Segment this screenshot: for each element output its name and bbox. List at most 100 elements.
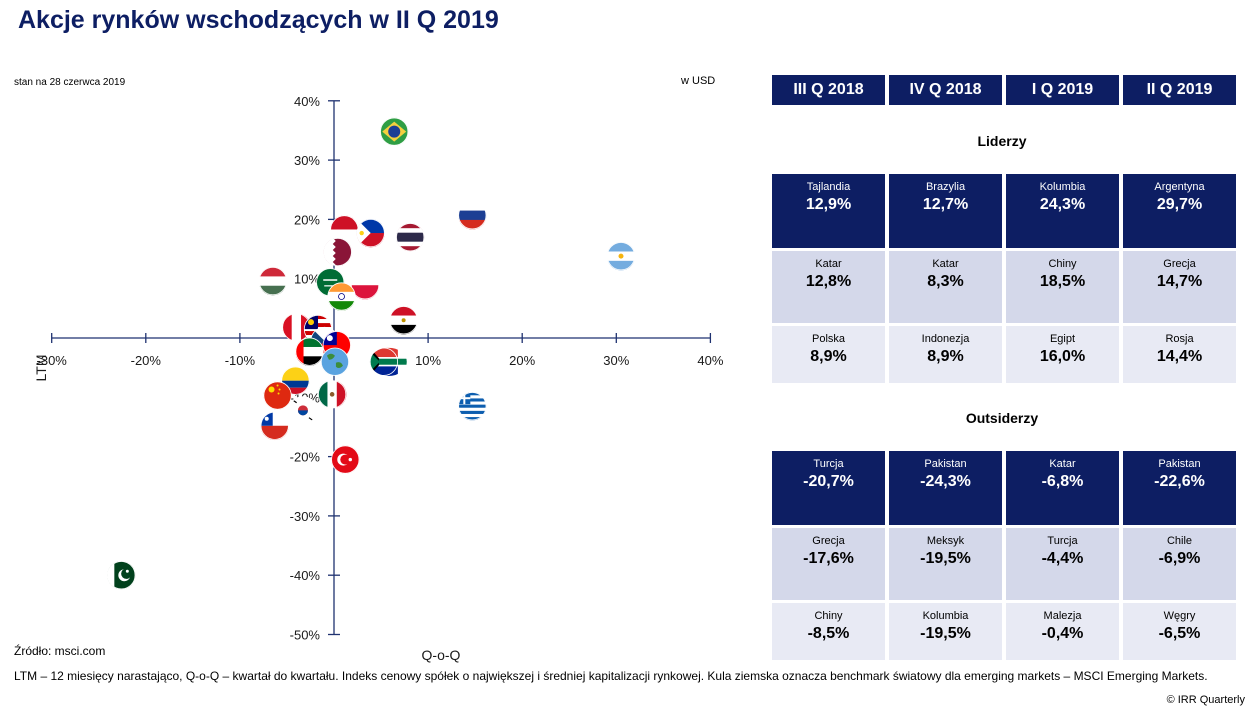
table-cell: Brazylia 12,7% xyxy=(889,174,1002,248)
country-name: Chiny xyxy=(1048,258,1077,270)
return-value: -6,8% xyxy=(1041,473,1084,490)
country-name: Brazylia xyxy=(925,181,966,193)
y-tick-label: -30% xyxy=(290,509,321,524)
table-cell: Pakistan -24,3% xyxy=(889,451,1002,525)
return-value: -24,3% xyxy=(920,473,971,490)
flag-korea-icon xyxy=(288,396,318,425)
return-value: -20,7% xyxy=(803,473,854,490)
flag-egypt-icon xyxy=(389,306,418,335)
flag-poland-icon xyxy=(350,271,380,300)
return-value: 29,7% xyxy=(1156,196,1203,213)
table-cell: Indonezja 8,9% xyxy=(889,326,1002,383)
quarter-header: I Q 2019 xyxy=(1006,75,1119,105)
table-cell: Egipt 16,0% xyxy=(1006,326,1119,383)
table-cell: Katar 8,3% xyxy=(889,251,1002,323)
x-axis-label: Q-o-Q xyxy=(422,647,461,663)
quarter-header: III Q 2018 xyxy=(772,75,885,105)
return-value: 12,7% xyxy=(922,196,969,213)
country-name: Grecja xyxy=(812,535,845,547)
y-tick-label: 20% xyxy=(294,212,320,227)
table-cell: Meksyk -19,5% xyxy=(889,528,1002,600)
date-note: stan na 28 czerwca 2019 xyxy=(14,77,126,88)
table-cell: Węgry -6,5% xyxy=(1123,603,1236,660)
return-value: 14,7% xyxy=(1156,273,1203,290)
country-name: Katar xyxy=(815,258,842,270)
flag-philippines-icon xyxy=(356,218,385,248)
y-axis-label: LTM xyxy=(33,355,49,382)
country-name: Rosja xyxy=(1165,333,1194,345)
table-cell: Chile -6,9% xyxy=(1123,528,1236,600)
country-name: Turcja xyxy=(1047,535,1078,547)
table-cell: Kolumbia 24,3% xyxy=(1006,174,1119,248)
country-name: Chiny xyxy=(814,610,843,622)
return-value: -22,6% xyxy=(1154,473,1205,490)
flag-argentina-icon xyxy=(606,242,636,271)
table-cell: Turcja -20,7% xyxy=(772,451,885,525)
flag-colombia-icon xyxy=(281,366,310,395)
table-cell: Polska 8,9% xyxy=(772,326,885,383)
table-cell: Chiny 18,5% xyxy=(1006,251,1119,323)
page-title: Akcje rynków wschodzących w II Q 2019 xyxy=(18,6,499,34)
return-value: -19,5% xyxy=(920,550,971,567)
country-name: Tajlandia xyxy=(806,181,851,193)
table-cell: Kolumbia -19,5% xyxy=(889,603,1002,660)
country-name: Pakistan xyxy=(924,458,967,470)
flag-greece-icon xyxy=(458,392,487,421)
table-cell: Pakistan -22,6% xyxy=(1123,451,1236,525)
flag-pakistan-icon xyxy=(107,561,136,590)
x-tick-label: 20% xyxy=(509,353,535,368)
x-tick-label: 40% xyxy=(697,353,723,368)
flag-hungary-icon xyxy=(258,266,287,296)
table-cell: Chiny -8,5% xyxy=(772,603,885,660)
flag-qatar-icon xyxy=(323,237,352,267)
country-name: Argentyna xyxy=(1154,181,1205,193)
return-value: 24,3% xyxy=(1039,196,1086,213)
table-cell: Katar 12,8% xyxy=(772,251,885,323)
globe-icon xyxy=(320,347,350,376)
table-cell: Argentyna 29,7% xyxy=(1123,174,1236,248)
flag-thailand-icon xyxy=(396,223,425,252)
flag-india-icon xyxy=(327,282,356,311)
return-value: -8,5% xyxy=(807,625,850,642)
country-name: Grecja xyxy=(1163,258,1196,270)
country-name: Kolumbia xyxy=(922,610,969,622)
country-name: Meksyk xyxy=(926,535,965,547)
y-tick-label: 40% xyxy=(294,94,320,109)
table-cell: Turcja -4,4% xyxy=(1006,528,1119,600)
country-name: Katar xyxy=(1049,458,1076,470)
return-value: -6,9% xyxy=(1158,550,1201,567)
return-value: -4,4% xyxy=(1041,550,1084,567)
table-cell: Tajlandia 12,9% xyxy=(772,174,885,248)
flag-chile-icon xyxy=(260,411,289,441)
country-name: Indonezja xyxy=(921,333,970,345)
footnote: LTM – 12 miesięcy narastająco, Q-o-Q – k… xyxy=(14,669,1208,683)
return-value: -6,5% xyxy=(1158,625,1201,642)
scatter-chart: -30%-20%-10%10%20%30%40%40%30%20%10%-10%… xyxy=(33,94,724,663)
x-tick-label: -10% xyxy=(225,353,256,368)
country-name: Pakistan xyxy=(1158,458,1201,470)
y-tick-label: -50% xyxy=(290,628,321,643)
x-tick-label: -20% xyxy=(131,353,162,368)
x-tick-label: 10% xyxy=(415,353,441,368)
flag-south-africa-icon xyxy=(369,347,407,377)
return-value: -0,4% xyxy=(1041,625,1084,642)
table-cell: Grecja 14,7% xyxy=(1123,251,1236,323)
return-value: 12,8% xyxy=(805,273,852,290)
country-name: Malezja xyxy=(1043,610,1082,622)
y-tick-label: 10% xyxy=(294,272,320,287)
return-value: 12,9% xyxy=(805,196,852,213)
return-value: 8,9% xyxy=(810,348,847,365)
source-note: Źródło: msci.com xyxy=(14,644,106,658)
x-tick-label: 30% xyxy=(603,353,629,368)
country-name: Węgry xyxy=(1163,610,1196,622)
leaders-title: Liderzy xyxy=(977,133,1027,149)
flag-russia-icon xyxy=(458,201,487,230)
currency-note: w USD xyxy=(681,75,716,87)
table-cell: Rosja 14,4% xyxy=(1123,326,1236,383)
y-tick-label: 30% xyxy=(294,153,320,168)
country-name: Kolumbia xyxy=(1039,181,1086,193)
country-name: Turcja xyxy=(813,458,844,470)
outsiders-title: Outsiderzy xyxy=(965,410,1039,426)
copyright: © IRR Quarterly xyxy=(1166,694,1245,706)
return-value: 8,3% xyxy=(927,273,964,290)
